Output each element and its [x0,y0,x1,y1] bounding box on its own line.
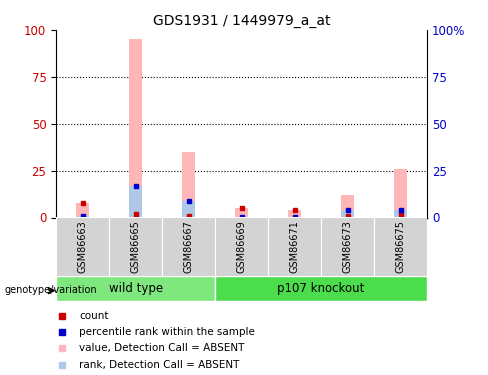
Bar [109,217,162,276]
Bar [76,202,89,217]
Bar [268,217,321,276]
Bar [288,210,301,218]
Bar [182,152,195,217]
Text: GSM86673: GSM86673 [343,220,352,273]
Bar [341,195,354,217]
Text: value, Detection Call = ABSENT: value, Detection Call = ABSENT [79,343,244,353]
Text: wild type: wild type [108,282,163,295]
Bar [56,217,109,276]
Title: GDS1931 / 1449979_a_at: GDS1931 / 1449979_a_at [153,13,330,28]
Text: rank, Detection Call = ABSENT: rank, Detection Call = ABSENT [79,360,239,370]
Bar [341,210,354,218]
Bar [215,217,268,276]
Bar [321,217,374,276]
Text: GSM86663: GSM86663 [78,220,88,273]
Bar [182,201,195,217]
Text: GSM86675: GSM86675 [395,220,406,273]
Bar [374,217,427,276]
Text: GSM86671: GSM86671 [289,220,300,273]
Text: percentile rank within the sample: percentile rank within the sample [79,327,255,337]
Bar [394,169,407,217]
Text: GSM86665: GSM86665 [131,220,141,273]
Bar [162,217,215,276]
Bar [129,39,142,218]
Bar [129,186,142,218]
Bar [235,208,248,218]
Text: genotype/variation: genotype/variation [5,285,98,295]
Bar [215,276,427,302]
Bar [76,216,89,217]
Bar [56,276,215,302]
Bar [394,210,407,218]
Text: p107 knockout: p107 knockout [277,282,365,295]
Text: count: count [79,311,108,321]
Text: GSM86667: GSM86667 [183,220,194,273]
Text: GSM86669: GSM86669 [237,220,246,273]
